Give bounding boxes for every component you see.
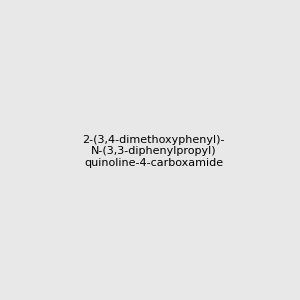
Text: 2-(3,4-dimethoxyphenyl)-
N-(3,3-diphenylpropyl)
quinoline-4-carboxamide: 2-(3,4-dimethoxyphenyl)- N-(3,3-diphenyl…: [82, 135, 225, 168]
